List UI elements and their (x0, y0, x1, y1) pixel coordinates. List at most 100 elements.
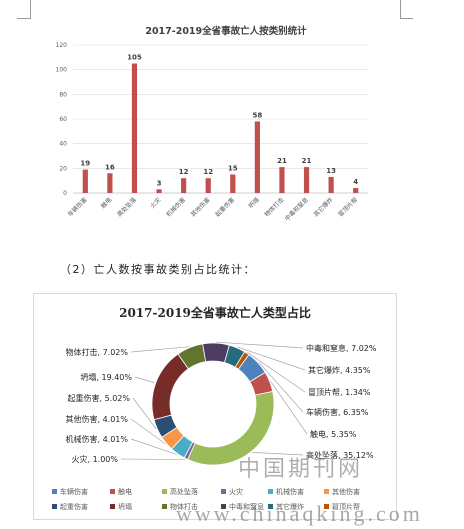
legend-label: 中毒和窒息 (229, 502, 264, 511)
bar-value-label: 105 (127, 54, 142, 62)
y-tick-label: 0 (63, 190, 67, 197)
bar (131, 63, 138, 193)
legend-label: 坍塌 (118, 502, 132, 511)
legend-label: 物体打击 (170, 502, 198, 511)
legend-item: 高处坠落 (162, 487, 198, 496)
leader-line (132, 397, 157, 430)
margin-mark-top-right (400, 0, 401, 18)
legend-swatch (268, 489, 273, 494)
leader-line (130, 438, 178, 455)
legend-item: 起重伤害 (52, 502, 88, 511)
donut-slice (151, 353, 189, 421)
margin-mark-top-left (17, 18, 31, 19)
bar (303, 167, 310, 193)
watermark-text: 中国期刊网 (238, 457, 364, 482)
margin-mark-top-right (400, 18, 413, 19)
bar-value-label: 3 (157, 179, 162, 187)
donut-chart-title: 2017-2019全省事故亡人类型占比 (119, 305, 311, 320)
leader-line (247, 352, 306, 393)
legend-label: 高处坠落 (170, 487, 198, 496)
leader-line (237, 346, 306, 371)
legend-swatch (268, 504, 273, 509)
legend-item: 其它爆炸 (268, 502, 304, 511)
legend-swatch (52, 489, 57, 494)
y-tick-label: 20 (59, 165, 67, 172)
donut-data-label: 其它爆炸, 4.35% (308, 365, 371, 375)
legend-label: 触电 (118, 487, 132, 496)
bar (230, 174, 236, 193)
donut-data-label: 触电, 5.35% (310, 429, 357, 439)
bar-chart-title: 2017-2019全省事故亡人按类别统计 (145, 25, 307, 37)
bar (328, 176, 334, 193)
bar-chart: 2017-2019全省事故亡人按类别统计02040608010012019车辆伤… (56, 25, 368, 223)
donut-chart-frame (33, 293, 397, 520)
y-tick-label: 100 (56, 67, 68, 74)
legend-swatch (221, 504, 226, 509)
bar-value-label: 58 (253, 111, 263, 119)
legend-swatch (162, 504, 167, 509)
bar (156, 189, 162, 193)
y-tick-label: 120 (56, 42, 68, 49)
bar-value-label: 19 (80, 160, 90, 168)
legend-item: 物体打击 (162, 502, 198, 511)
legend-item: 火灾 (221, 487, 243, 496)
leader-line (120, 458, 186, 460)
bar-value-label: 12 (203, 168, 213, 176)
donut-slice (234, 351, 250, 370)
watermark-url: www.chinaqking.com (176, 501, 423, 526)
donut-data-label: 机械伤害, 4.01% (66, 434, 129, 444)
leader-line (251, 452, 304, 456)
bar (181, 178, 187, 193)
legend-item: 机械伤害 (268, 487, 304, 496)
bar (279, 167, 285, 193)
leader-line (130, 346, 190, 353)
donut-data-label: 其他伤害, 4.01% (66, 414, 129, 424)
donut-data-label: 物体打击, 7.02% (66, 347, 129, 357)
bar-value-label: 21 (277, 157, 287, 165)
bar (82, 169, 88, 193)
bar-value-label: 21 (302, 157, 312, 165)
bar-value-label: 4 (353, 178, 358, 186)
donut-data-label: 高处坠落, 35.12% (306, 450, 374, 460)
donut-data-label: 中毒和窒息, 7.02% (306, 343, 377, 353)
bar-value-label: 15 (228, 165, 238, 173)
legend-swatch (110, 489, 115, 494)
legend-label: 火灾 (229, 487, 243, 496)
donut-data-label: 起重伤害, 5.02% (68, 393, 131, 403)
legend-item: 坍塌 (110, 502, 132, 511)
legend-label: 其他伤害 (332, 487, 360, 496)
legend-item: 车辆伤害 (52, 487, 88, 496)
legend-swatch (162, 489, 167, 494)
legend-item: 触电 (110, 487, 132, 496)
legend-swatch (52, 504, 57, 509)
legend-swatch (324, 489, 329, 494)
donut-data-label: 坍塌, 19.40% (80, 372, 132, 382)
leader-line (258, 361, 304, 413)
legend-label: 车辆伤害 (60, 487, 88, 496)
donut-data-label: 冒顶片帮, 1.34% (308, 387, 371, 397)
margin-mark-top-left (30, 0, 31, 18)
bar (353, 188, 359, 193)
legend-swatch (110, 504, 115, 509)
legend-item: 中毒和窒息 (221, 502, 264, 511)
donut-data-label: 火灾, 1.00% (72, 454, 119, 464)
legend-item: 其他伤害 (324, 487, 360, 496)
leader-line (216, 341, 304, 349)
leader-line (134, 376, 155, 384)
legend-swatch (324, 504, 329, 509)
leader-line (130, 418, 166, 445)
y-tick-label: 40 (59, 141, 67, 148)
legend-swatch (221, 489, 226, 494)
legend-item: 冒顶片帮 (324, 502, 360, 511)
bar (205, 178, 211, 193)
bar-value-label: 16 (105, 163, 115, 171)
donut-data-label: 车辆伤害, 6.35% (306, 407, 369, 417)
y-tick-label: 80 (59, 91, 67, 98)
legend-label: 起重伤害 (60, 502, 88, 511)
bar-value-label: 13 (326, 167, 336, 175)
donut-slice (187, 390, 275, 466)
y-tick-label: 60 (59, 116, 67, 123)
legend-label: 冒顶片帮 (332, 502, 360, 511)
